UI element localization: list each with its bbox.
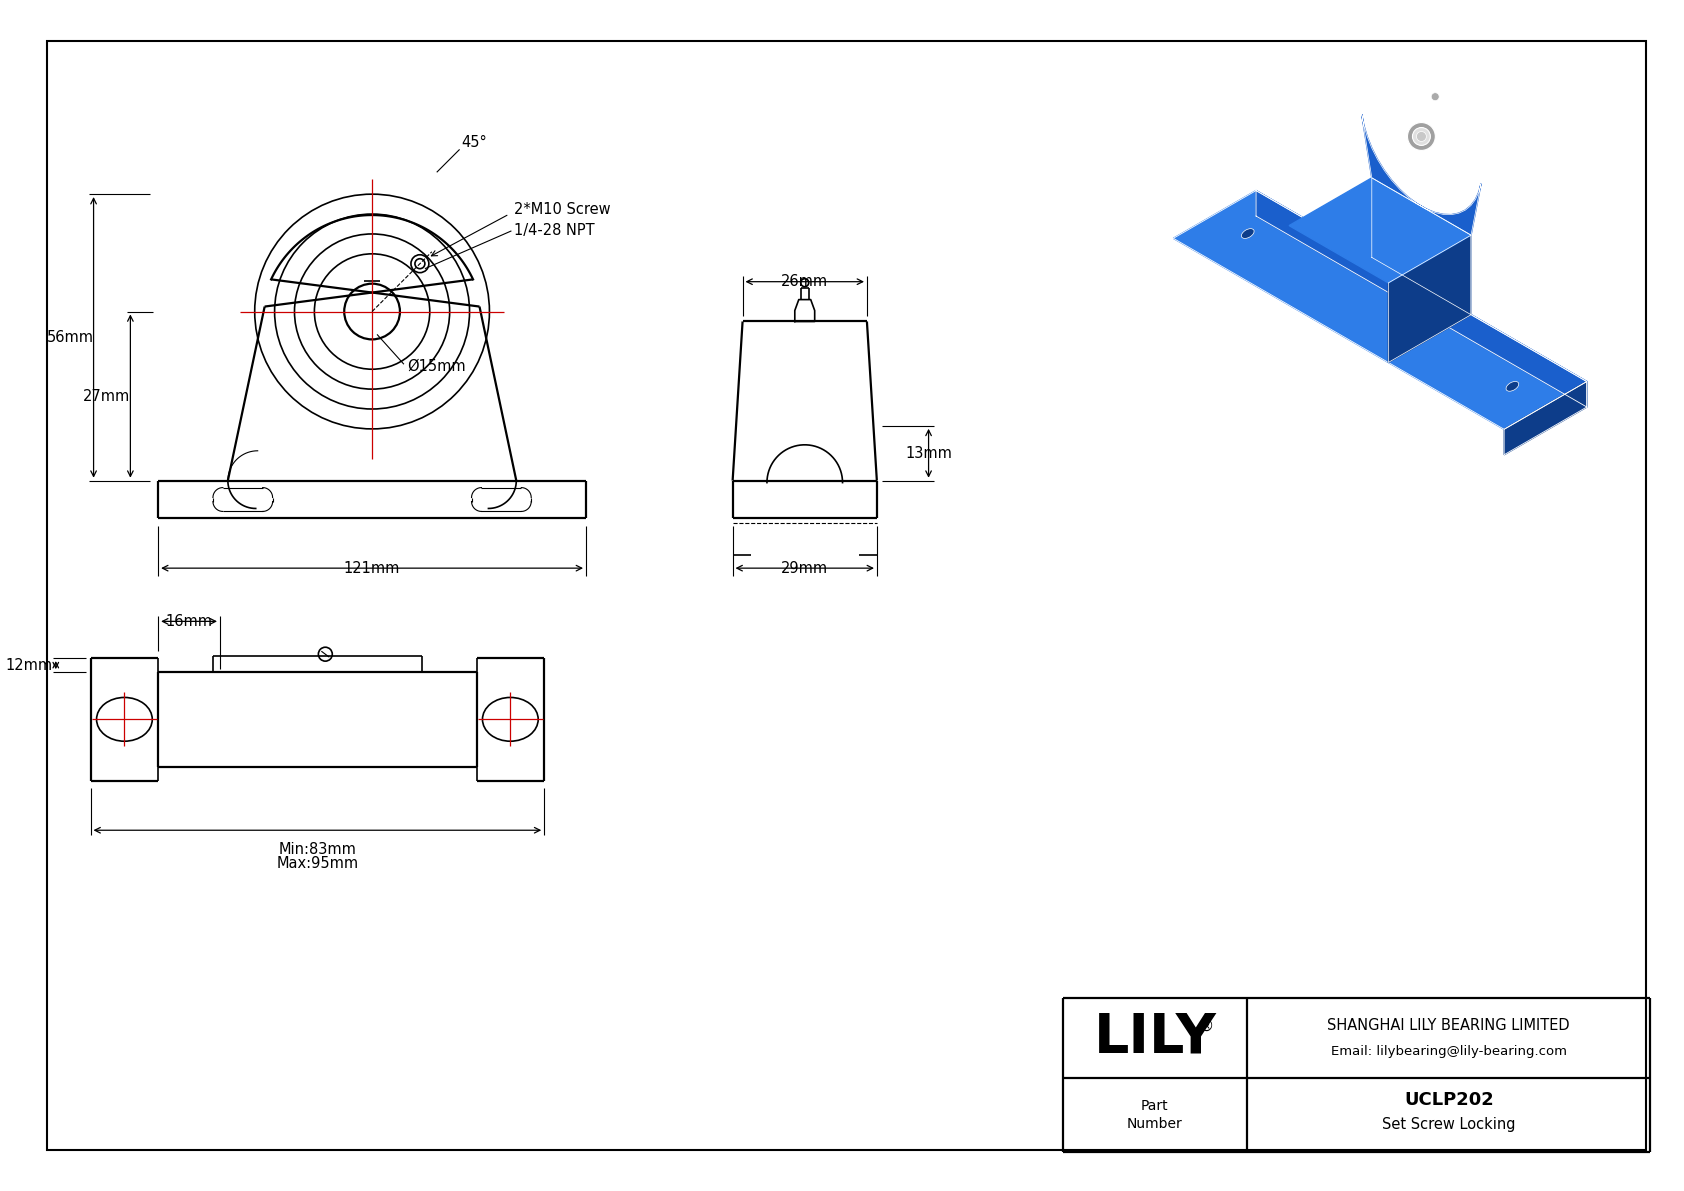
Circle shape (1431, 93, 1440, 101)
Text: 12mm: 12mm (5, 657, 52, 673)
Text: 29mm: 29mm (781, 561, 829, 575)
Text: Part
Number: Part Number (1127, 1099, 1182, 1131)
Polygon shape (1174, 191, 1586, 429)
Text: UCLP202: UCLP202 (1404, 1091, 1494, 1109)
Text: 121mm: 121mm (344, 561, 401, 575)
Text: ®: ® (1199, 1018, 1214, 1034)
Circle shape (1413, 127, 1430, 145)
Text: 27mm: 27mm (83, 388, 130, 404)
Text: 16mm: 16mm (165, 613, 212, 629)
Circle shape (1416, 131, 1426, 142)
Circle shape (1408, 123, 1435, 150)
Polygon shape (1504, 381, 1586, 455)
Text: Min:83mm: Min:83mm (278, 842, 357, 858)
Text: Set Screw Locking: Set Screw Locking (1383, 1117, 1516, 1131)
Text: LILY: LILY (1093, 1011, 1216, 1065)
Polygon shape (1256, 191, 1586, 407)
Text: SHANGHAI LILY BEARING LIMITED: SHANGHAI LILY BEARING LIMITED (1327, 1018, 1569, 1033)
Text: 13mm: 13mm (904, 445, 951, 461)
Polygon shape (1290, 177, 1472, 283)
Text: 26mm: 26mm (781, 274, 829, 289)
Polygon shape (1362, 114, 1482, 235)
Polygon shape (1372, 177, 1472, 314)
Text: Ø15mm: Ø15mm (408, 358, 465, 374)
Text: Email: lilybearing@lily-bearing.com: Email: lilybearing@lily-bearing.com (1330, 1046, 1566, 1059)
Text: 1/4-28 NPT: 1/4-28 NPT (514, 224, 594, 238)
Polygon shape (1388, 235, 1472, 362)
Text: Max:95mm: Max:95mm (276, 856, 359, 871)
Ellipse shape (1505, 381, 1519, 391)
Text: 45°: 45° (461, 135, 487, 150)
Text: 56mm: 56mm (47, 330, 94, 345)
Text: 2*M10 Screw: 2*M10 Screw (514, 201, 611, 217)
Ellipse shape (1241, 229, 1255, 238)
